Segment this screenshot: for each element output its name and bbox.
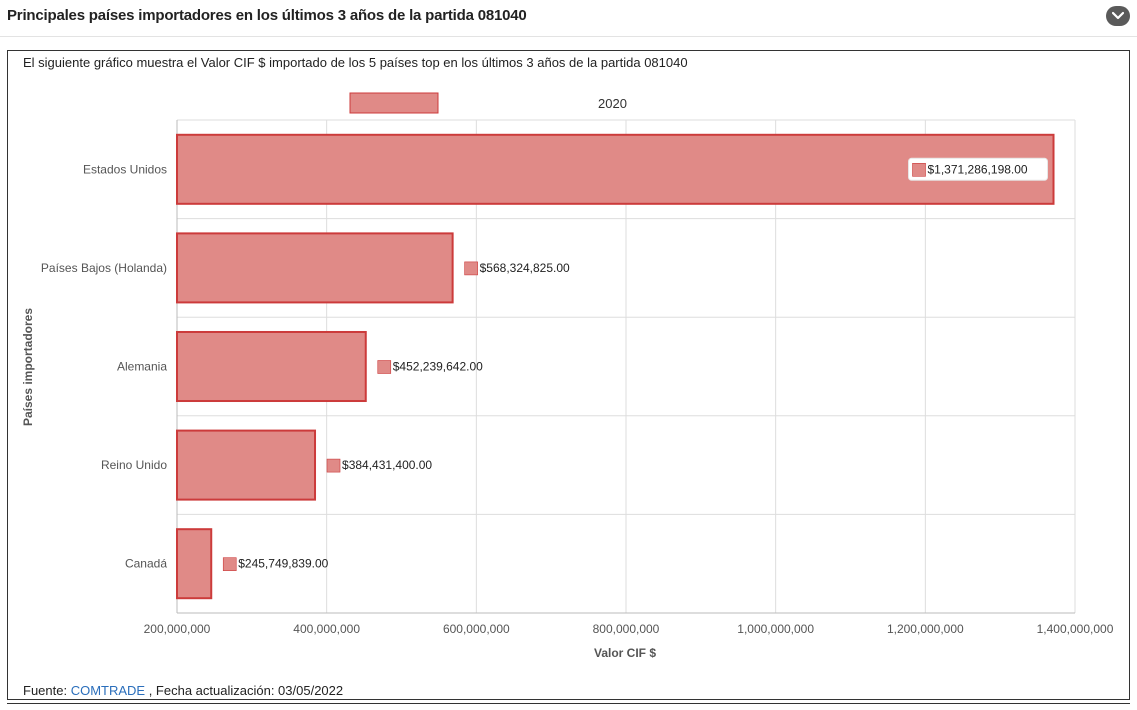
data-label-swatch bbox=[326, 458, 341, 473]
chart-description: El siguiente gráfico muestra el Valor CI… bbox=[23, 55, 688, 70]
bar bbox=[176, 429, 317, 501]
x-tick-label: 1,400,000,000 bbox=[1037, 622, 1114, 636]
y-tick-label: Reino Unido bbox=[101, 458, 167, 472]
y-tick-label: Canadá bbox=[125, 557, 167, 571]
data-label: $245,749,839.00 bbox=[238, 557, 328, 571]
data-label-swatch bbox=[222, 557, 237, 572]
bar bbox=[176, 330, 367, 403]
bar bbox=[176, 232, 454, 304]
x-tick-label: 1,000,000,000 bbox=[737, 622, 814, 636]
section-header: Principales países importadores en los ú… bbox=[0, 0, 1137, 37]
chevron-down-icon bbox=[1112, 11, 1124, 20]
legend-swatch bbox=[349, 92, 439, 114]
footer-prefix: Fuente: bbox=[23, 683, 71, 698]
data-label: $1,371,286,198.00 bbox=[928, 162, 1028, 176]
legend-label: 2020 bbox=[598, 96, 627, 111]
y-axis-title: Países importadores bbox=[21, 308, 35, 426]
x-tick-label: 200,000,000 bbox=[144, 622, 211, 636]
next-panel-edge bbox=[7, 703, 1130, 710]
x-tick-label: 1,200,000,000 bbox=[887, 622, 964, 636]
y-tick-label: Alemania bbox=[117, 360, 167, 374]
data-label: $452,239,642.00 bbox=[393, 360, 483, 374]
data-label-swatch bbox=[912, 163, 926, 177]
collapse-toggle-button[interactable] bbox=[1106, 6, 1130, 26]
data-label-swatch bbox=[464, 261, 478, 276]
data-label: $568,324,825.00 bbox=[480, 261, 570, 275]
x-axis-title: Valor CIF $ bbox=[594, 646, 656, 660]
source-footer: Fuente: COMTRADE , Fecha actualización: … bbox=[23, 683, 343, 698]
x-tick-label: 800,000,000 bbox=[593, 622, 660, 636]
data-label: $384,431,400.00 bbox=[342, 458, 432, 472]
data-label-swatch bbox=[377, 360, 392, 374]
data-label-background bbox=[908, 157, 1049, 181]
comtrade-link[interactable]: COMTRADE bbox=[70, 683, 146, 698]
bar bbox=[176, 133, 1055, 205]
x-tick-label: 600,000,000 bbox=[443, 622, 510, 636]
y-tick-label: Países Bajos (Holanda) bbox=[41, 261, 167, 275]
section-title: Principales países importadores en los ú… bbox=[7, 7, 527, 24]
y-tick-label: Estados Unidos bbox=[83, 162, 167, 176]
footer-suffix: , Fecha actualización: 03/05/2022 bbox=[145, 683, 344, 698]
bar bbox=[176, 528, 213, 600]
x-tick-label: 400,000,000 bbox=[293, 622, 360, 636]
